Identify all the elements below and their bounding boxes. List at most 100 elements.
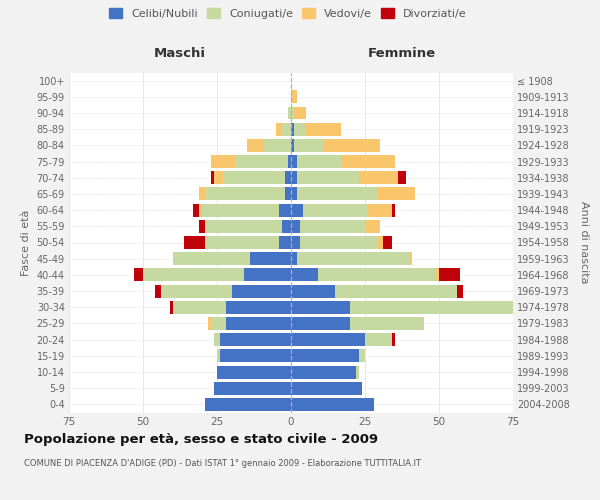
Bar <box>217 366 291 378</box>
Bar <box>244 268 291 281</box>
Bar <box>365 333 392 346</box>
Bar <box>291 139 294 152</box>
Bar <box>217 350 220 362</box>
Bar <box>341 155 395 168</box>
Bar <box>359 172 398 184</box>
Bar <box>205 236 279 249</box>
Bar <box>205 398 291 411</box>
Bar <box>173 301 226 314</box>
Bar <box>439 268 460 281</box>
Bar <box>205 188 285 200</box>
Bar <box>335 284 457 298</box>
Bar <box>297 252 409 265</box>
Bar <box>323 139 380 152</box>
Bar <box>291 122 294 136</box>
Bar <box>291 155 297 168</box>
Bar <box>297 155 341 168</box>
Bar <box>291 398 374 411</box>
Bar <box>317 268 436 281</box>
Bar <box>265 139 291 152</box>
Bar <box>184 236 205 249</box>
Bar <box>143 268 244 281</box>
Bar <box>291 350 359 362</box>
Bar <box>220 333 291 346</box>
Bar <box>205 220 282 233</box>
Bar <box>199 220 205 233</box>
Text: Popolazione per età, sesso e stato civile - 2009: Popolazione per età, sesso e stato civil… <box>24 432 378 446</box>
Y-axis label: Fasce di età: Fasce di età <box>21 210 31 276</box>
Bar <box>214 382 291 394</box>
Bar <box>457 284 463 298</box>
Text: COMUNE DI PIACENZA D'ADIGE (PD) - Dati ISTAT 1° gennaio 2009 - Elaborazione TUTT: COMUNE DI PIACENZA D'ADIGE (PD) - Dati I… <box>24 459 421 468</box>
Bar <box>226 301 291 314</box>
Bar <box>398 172 406 184</box>
Bar <box>291 236 300 249</box>
Legend: Celibi/Nubili, Coniugati/e, Vedovi/e, Divorziati/e: Celibi/Nubili, Coniugati/e, Vedovi/e, Di… <box>109 8 467 19</box>
Bar <box>409 252 412 265</box>
Bar <box>170 301 173 314</box>
Bar <box>211 155 235 168</box>
Bar <box>226 317 291 330</box>
Bar <box>211 172 214 184</box>
Bar <box>214 333 220 346</box>
Bar <box>297 172 359 184</box>
Bar <box>250 252 291 265</box>
Bar <box>294 122 306 136</box>
Bar <box>214 172 223 184</box>
Bar <box>276 122 282 136</box>
Bar <box>368 204 392 216</box>
Bar <box>291 188 297 200</box>
Bar <box>291 382 362 394</box>
Bar <box>377 188 415 200</box>
Bar <box>291 252 297 265</box>
Bar <box>291 106 294 120</box>
Bar <box>235 155 288 168</box>
Bar <box>356 366 359 378</box>
Bar <box>155 284 161 298</box>
Bar <box>285 172 291 184</box>
Bar <box>291 90 297 104</box>
Bar <box>199 204 202 216</box>
Bar <box>173 252 250 265</box>
Bar <box>288 155 291 168</box>
Bar <box>279 236 291 249</box>
Bar <box>232 284 291 298</box>
Bar <box>193 204 199 216</box>
Bar <box>306 122 341 136</box>
Bar <box>392 204 395 216</box>
Bar <box>202 204 279 216</box>
Text: Femmine: Femmine <box>368 47 436 60</box>
Bar <box>291 268 317 281</box>
Bar <box>211 317 226 330</box>
Bar <box>291 204 303 216</box>
Bar <box>134 268 143 281</box>
Bar <box>303 204 368 216</box>
Bar <box>282 220 291 233</box>
Bar <box>294 106 306 120</box>
Bar <box>223 172 285 184</box>
Bar <box>300 220 365 233</box>
Bar <box>291 172 297 184</box>
Bar <box>300 236 377 249</box>
Bar <box>365 220 380 233</box>
Bar <box>436 268 439 281</box>
Bar <box>359 350 365 362</box>
Bar <box>377 236 383 249</box>
Bar <box>392 333 395 346</box>
Bar <box>291 317 350 330</box>
Bar <box>513 301 516 314</box>
Bar <box>350 301 513 314</box>
Bar <box>279 204 291 216</box>
Text: Maschi: Maschi <box>154 47 206 60</box>
Bar <box>294 139 323 152</box>
Bar <box>282 122 291 136</box>
Bar <box>383 236 392 249</box>
Bar <box>288 106 291 120</box>
Bar <box>291 220 300 233</box>
Bar <box>291 366 356 378</box>
Y-axis label: Anni di nascita: Anni di nascita <box>580 201 589 283</box>
Bar <box>208 317 211 330</box>
Bar <box>220 350 291 362</box>
Bar <box>285 188 291 200</box>
Bar <box>291 284 335 298</box>
